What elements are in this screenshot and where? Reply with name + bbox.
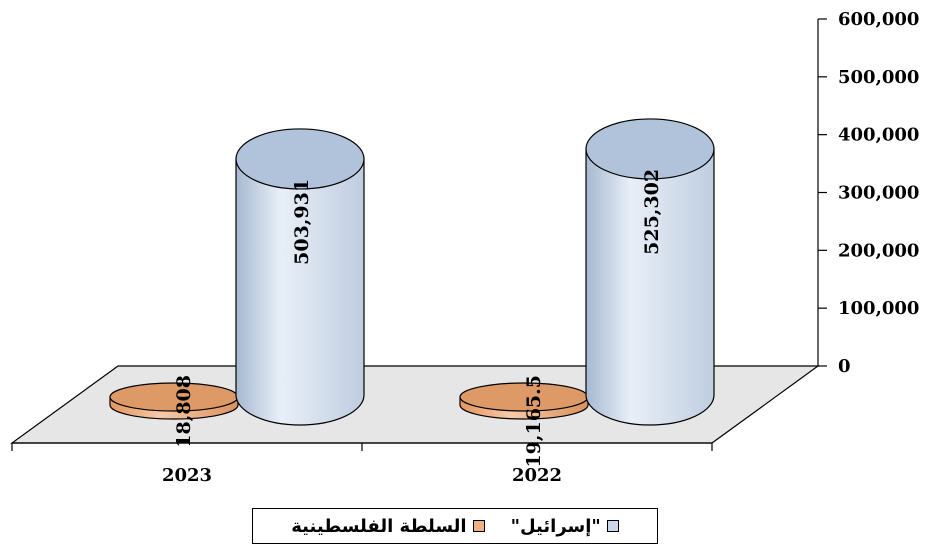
value-tick-label: 100,000 xyxy=(838,298,919,319)
chart-marks: 18,808 19,165.5 503,931 525,302 xyxy=(109,118,715,468)
value-tick-label: 600,000 xyxy=(838,9,919,30)
bar-israel-2022: 525,302 xyxy=(585,118,715,426)
category-axis: 2023 2022 xyxy=(11,442,713,486)
legend-swatch-palestinian-authority xyxy=(472,520,485,532)
bar-israel-2023: 503,931 xyxy=(235,128,365,426)
legend-swatch-israel xyxy=(606,520,619,532)
legend: السلطة الفلسطينية "إسرائيل" xyxy=(252,508,658,544)
bar-palestinian-authority-2023: 18,808 xyxy=(109,375,239,448)
legend-label-israel: "إسرائيل" xyxy=(510,515,601,537)
category-label-2023: 2023 xyxy=(162,465,212,486)
value-tick-label: 0 xyxy=(838,356,851,377)
data-label: 503,931 xyxy=(291,179,313,265)
value-tick-label: 200,000 xyxy=(838,240,919,261)
value-tick-label: 300,000 xyxy=(838,183,919,204)
bar-body xyxy=(585,148,715,426)
legend-item-israel: "إسرائيل" xyxy=(511,516,619,537)
bar-body xyxy=(235,158,365,426)
value-tick-label: 500,000 xyxy=(838,67,919,88)
value-axis: 0 100,000 200,000 300,000 400,000 500,000 600,… xyxy=(817,9,919,377)
data-label: 19,165.5 xyxy=(523,375,545,468)
legend-item-palestinian-authority: السلطة الفلسطينية xyxy=(291,515,485,537)
data-label: 525,302 xyxy=(641,169,663,255)
value-tick-label: 400,000 xyxy=(838,125,919,146)
legend-label-palestinian-authority: السلطة الفلسطينية xyxy=(291,515,467,537)
bar-top xyxy=(235,128,365,190)
data-label: 18,808 xyxy=(173,375,195,448)
category-label-2022: 2022 xyxy=(512,465,562,486)
bar-top xyxy=(585,118,715,180)
